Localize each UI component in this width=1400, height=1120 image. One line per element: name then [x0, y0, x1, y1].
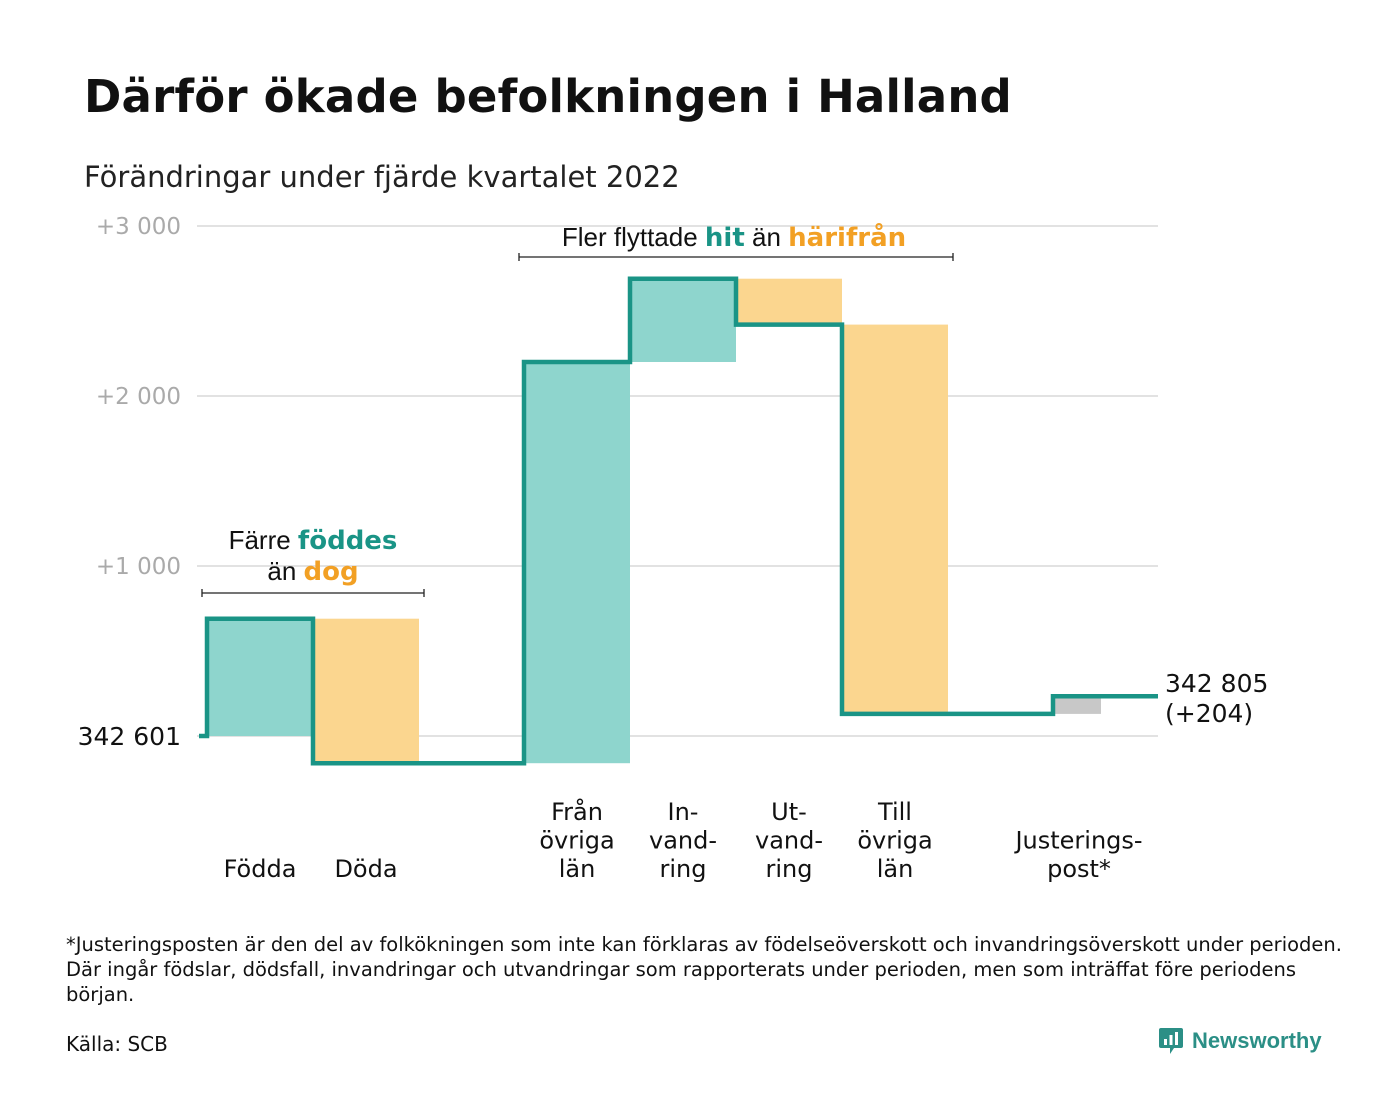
svg-text:än dog: än dog: [267, 556, 358, 587]
migration-annotation-middle: än: [745, 222, 788, 252]
svg-text:Fler flyttade hit än härifrån: Fler flyttade hit än härifrån: [562, 221, 906, 253]
migration-annotation-harifran: härifrån: [788, 221, 906, 253]
newsworthy-logo-icon: [1159, 1028, 1183, 1054]
source: Källa: SCB: [66, 1032, 168, 1056]
migration-annotation: Fler flyttade hit än härifrån: [518, 221, 954, 261]
category-label: Från: [551, 797, 603, 826]
bar: [524, 362, 630, 764]
category-label: Justerings-: [1013, 827, 1142, 855]
births-annotation-bracket: [201, 589, 425, 597]
brand-name: Newsworthy: [1192, 1028, 1322, 1053]
y-tick-label: +1 000: [96, 554, 181, 580]
category-label: vand-: [649, 827, 717, 855]
category-label: övriga: [857, 827, 932, 855]
y-tick-label: +2 000: [96, 384, 181, 410]
births-annotation-highlight: föddes: [298, 526, 398, 556]
svg-text:Färre föddes: Färre föddes: [229, 525, 398, 556]
bar: [736, 278, 842, 325]
category-label: Ut-: [771, 798, 807, 826]
migration-annotation-hit: hit: [705, 223, 745, 253]
births-annotation: Färre föddes än dog: [201, 525, 425, 597]
category-label: ring: [766, 855, 813, 883]
bar: [630, 278, 736, 362]
bar: [207, 618, 313, 736]
category-label: Födda: [224, 855, 297, 883]
category-label: Döda: [334, 855, 397, 883]
bar: [1053, 696, 1101, 714]
chart-subtitle: Förändringar under fjärde kvartalet 2022: [84, 160, 680, 194]
bar: [842, 324, 948, 714]
cumulative-line: [199, 276, 1158, 766]
footnote: *Justeringsposten är den del av folkökni…: [66, 933, 1342, 1006]
category-label: län: [877, 855, 914, 883]
category-label: övriga: [539, 827, 614, 855]
category-label: Till: [877, 798, 912, 826]
end-value-label: 342 805: [1165, 669, 1268, 698]
chart-title: Därför ökade befolkningen i Halland: [84, 70, 1012, 123]
births-annotation-prefix: Färre: [229, 525, 298, 555]
migration-annotation-bracket: [518, 253, 954, 261]
category-label: ring: [660, 855, 707, 883]
y-tick-label: +3 000: [96, 214, 181, 240]
start-value-label: 342 601: [78, 722, 181, 751]
category-label: vand-: [755, 827, 823, 855]
chart-labels: Födda DödaFrånövrigalänIn-vand-ringUt-van…: [78, 669, 1269, 883]
migration-annotation-prefix: Fler flyttade: [562, 222, 705, 252]
deaths-annotation-prefix: än: [267, 556, 303, 586]
chart-bars: [207, 278, 1101, 764]
category-label: län: [559, 855, 596, 883]
deaths-annotation-highlight: dog: [304, 557, 359, 587]
end-change-label: (+204): [1165, 699, 1253, 728]
category-label: post*: [1047, 855, 1111, 883]
brand-logo: Newsworthy: [1158, 1026, 1322, 1056]
bar: [313, 618, 419, 764]
waterfall-chart: +1 000+2 000+3 000 Födda DödaFrånövrigalä…: [78, 214, 1269, 883]
cumulative-line-group: [199, 276, 1158, 766]
category-label: In-: [668, 798, 699, 826]
